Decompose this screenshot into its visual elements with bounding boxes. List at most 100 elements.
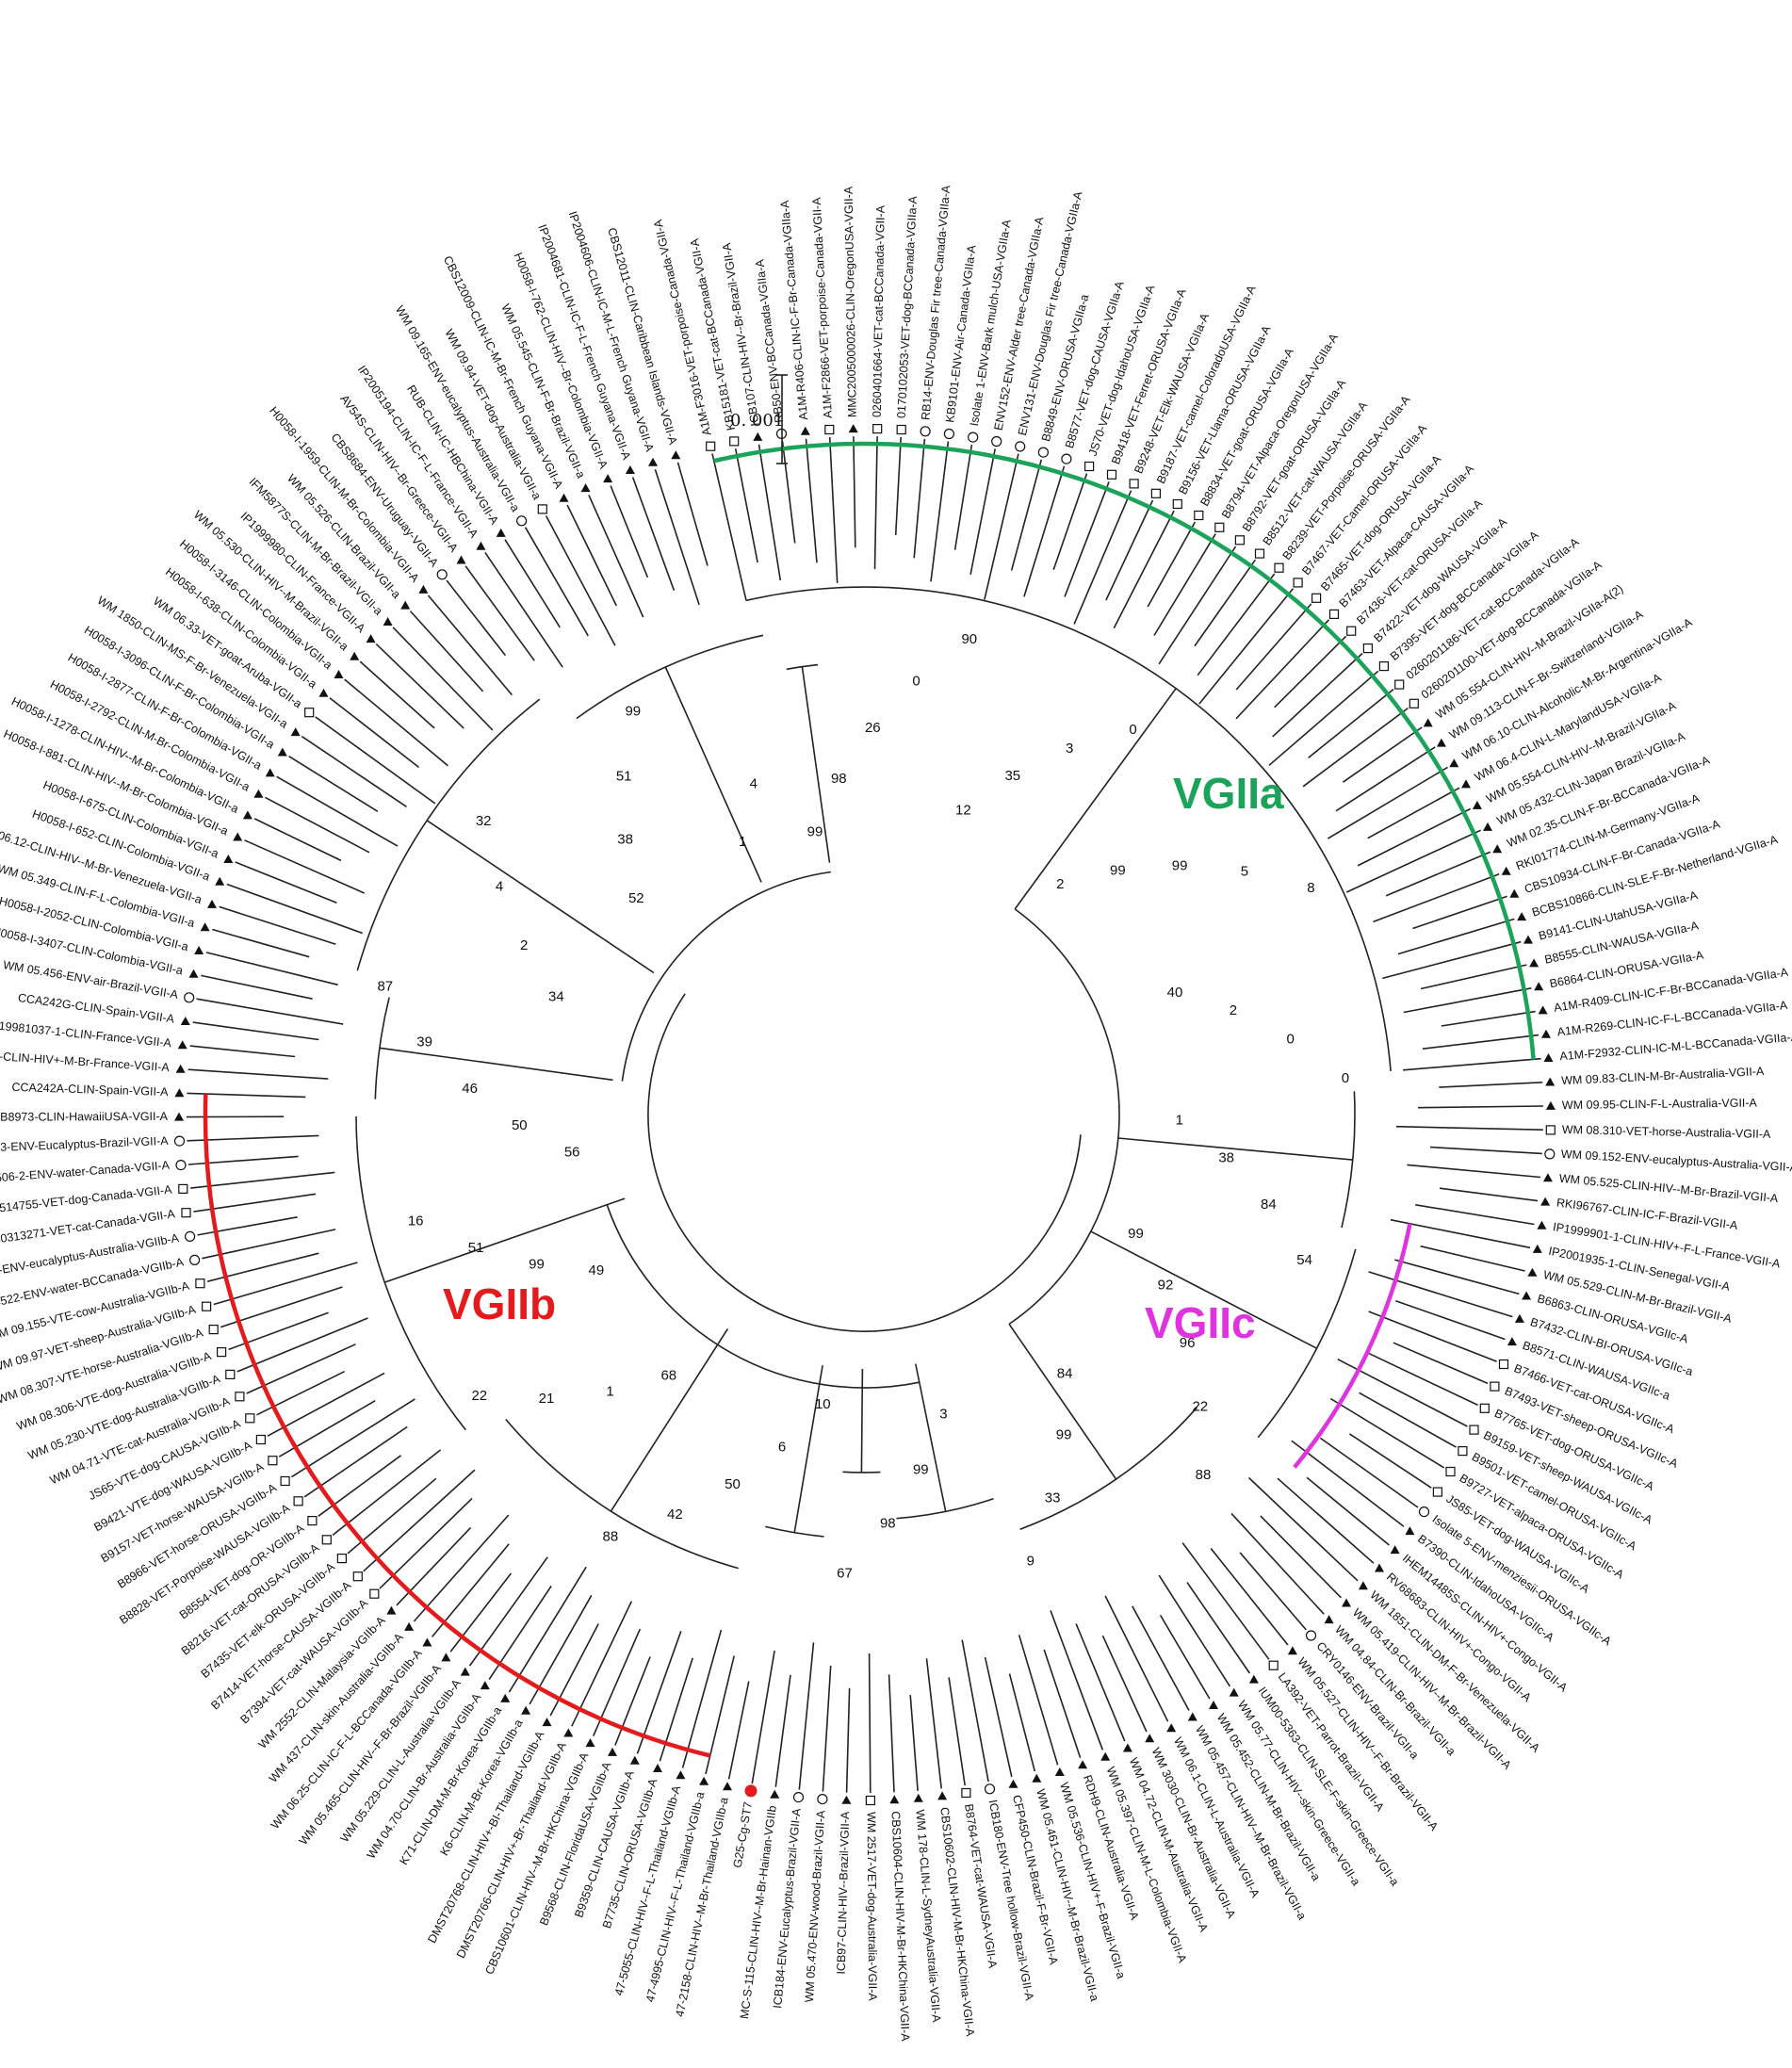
tip-branch — [1357, 807, 1472, 867]
square-marker-icon — [1106, 469, 1117, 480]
triangle-marker-icon — [334, 670, 344, 678]
triangle-marker-icon — [456, 555, 466, 564]
taxon-label: WM 2517-VET-dog-Australia-VGII-A — [865, 1812, 880, 2002]
tip-branch — [845, 1687, 851, 1793]
circle-marker-icon — [943, 428, 955, 440]
square-marker-icon — [1328, 609, 1340, 620]
tip-branch — [654, 469, 700, 606]
triangle-marker-icon — [753, 432, 763, 441]
tip-branch — [392, 627, 494, 731]
internal-branch — [860, 1368, 864, 1474]
tip-branch — [1335, 746, 1436, 812]
tip-branch — [468, 1556, 548, 1667]
triangle-marker-icon — [1543, 1053, 1554, 1062]
tip-branch — [446, 579, 507, 657]
tip-branch — [1348, 1433, 1432, 1489]
taxon-label: WM 178-CLIN-L-SydneyAustralia-VGII-A — [913, 1809, 943, 2024]
circle-marker-icon — [817, 1793, 828, 1805]
tip-branch — [1342, 726, 1423, 783]
triangle-marker-icon — [1100, 1751, 1111, 1761]
triangle-marker-icon — [404, 1621, 415, 1631]
tip-branch — [1075, 1623, 1126, 1742]
taxon-label: 0170102053-VET-dog-BCCanada-VGIIa-A — [895, 195, 920, 418]
circle-marker-icon — [185, 1230, 196, 1243]
bootstrap-value: 1 — [1176, 1113, 1183, 1129]
tip-branch — [676, 462, 709, 566]
taxon-label: 0260401664-VET-cat-BCCanada-VGII-A — [871, 204, 888, 417]
tip-branch — [315, 716, 436, 805]
taxon-label: A1M-F2932-CLIN-IC-M-L-BCCanada-VGIIa-A — [1559, 1030, 1792, 1063]
taxon-label: 47-2158-CLIN-HIV--M-Br-Thailand-VGIIb-a — [673, 1796, 730, 2018]
clade-label: VGIIb — [443, 1279, 556, 1328]
triangle-marker-icon — [480, 1681, 490, 1690]
clade-arcs — [203, 441, 1536, 1758]
bootstrap-value: 3 — [1066, 741, 1073, 757]
tip-branch — [545, 515, 616, 646]
triangle-marker-icon — [194, 946, 204, 954]
circle-marker-icon — [920, 426, 931, 437]
tip-branch — [409, 611, 484, 692]
tip-branch — [1422, 1034, 1539, 1050]
tip-branch — [205, 952, 338, 986]
clade-VGIIc-arc — [1293, 1223, 1412, 1469]
square-marker-icon — [1234, 535, 1246, 545]
red-dot-marker-icon — [744, 1784, 758, 1798]
tip-branch — [1050, 1610, 1104, 1750]
tip-branch — [187, 1134, 319, 1142]
bootstrap-value: 0 — [1129, 722, 1136, 738]
bootstrap-value: 92 — [1158, 1277, 1174, 1293]
triangle-marker-icon — [1122, 1743, 1132, 1752]
taxon-label: WM 09.95-CLIN-F-L-Australia-VGII-A — [1562, 1097, 1758, 1113]
tip-branch — [1153, 533, 1216, 636]
square-marker-icon — [307, 1515, 318, 1526]
taxon-label: IP2003125-CLIN-HIV+-M-Br-France-VGII-A — [0, 1046, 171, 1074]
square-marker-icon — [865, 1795, 876, 1806]
square-marker-icon — [961, 1787, 971, 1799]
tip-branch — [290, 1398, 415, 1478]
tip-branch — [1147, 521, 1197, 608]
bootstrap-value: 98 — [880, 1515, 896, 1531]
bootstrap-value: 88 — [603, 1529, 619, 1545]
triangle-marker-icon — [174, 1112, 184, 1121]
tip-branch — [332, 1449, 442, 1537]
tip-branch — [256, 1370, 346, 1416]
bootstrap-value: 2 — [1230, 1002, 1237, 1018]
tip-branch — [1260, 1515, 1342, 1599]
square-marker-icon — [1469, 1425, 1479, 1435]
bootstrap-value: 51 — [468, 1240, 484, 1256]
bootstrap-value: 12 — [955, 803, 971, 819]
taxon-label: ICB184-ENV-Eucalyptus-Brazil-VGII-A — [771, 1807, 804, 2009]
taxon-label: IP19981037-1-CLIN-France-VGII-A — [0, 1018, 172, 1050]
tip-branch — [1429, 1146, 1542, 1155]
square-marker-icon — [1172, 498, 1182, 510]
tip-branch — [359, 660, 435, 729]
tip-branch — [196, 998, 344, 1025]
triangle-marker-icon — [233, 832, 243, 841]
tip-branch — [301, 735, 407, 807]
tip-branch — [524, 527, 589, 637]
circle-marker-icon — [1037, 447, 1050, 458]
square-marker-icon — [824, 424, 835, 435]
circle-marker-icon — [175, 1159, 187, 1171]
bootstrap-value: 33 — [1045, 1490, 1061, 1506]
circle-marker-icon — [1061, 453, 1072, 464]
bootstrap-value: 99 — [529, 1257, 545, 1273]
triangle-marker-icon — [1423, 718, 1433, 727]
tip-branch — [1064, 481, 1110, 597]
tip-branch — [1393, 1342, 1489, 1385]
tip-branch — [781, 441, 796, 544]
triangle-marker-icon — [215, 876, 225, 886]
tip-branch — [828, 436, 839, 583]
triangle-marker-icon — [1492, 844, 1503, 854]
internal-connector — [1008, 908, 1120, 1326]
square-marker-icon — [1498, 1359, 1509, 1370]
square-marker-icon — [872, 424, 883, 434]
internal-branch — [610, 1327, 729, 1512]
triangle-marker-icon — [1545, 1077, 1556, 1086]
tip-branch — [758, 444, 782, 581]
bootstrap-value: 40 — [1167, 985, 1183, 1001]
tip-branch — [636, 1631, 682, 1754]
internal-connector — [606, 1204, 920, 1389]
triangle-marker-icon — [1501, 866, 1511, 875]
